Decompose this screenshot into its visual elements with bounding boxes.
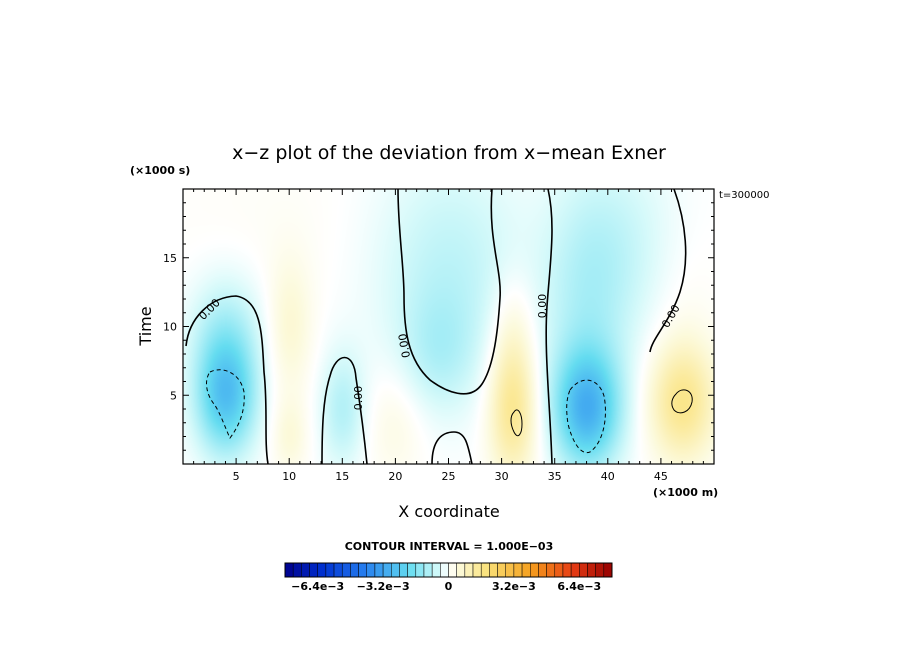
contour-interval-label: CONTOUR INTERVAL = 1.000E−03: [345, 540, 554, 553]
colorbar-swatch: [391, 562, 400, 578]
zero-contours: [185, 188, 693, 465]
pos-contour-center: [510, 409, 523, 437]
colorbar-swatch: [309, 562, 318, 578]
x-tick-label: 35: [548, 470, 562, 483]
colorbar-swatch: [440, 562, 449, 578]
x-tick-label: 5: [233, 470, 240, 483]
colorbar-swatch: [350, 562, 359, 578]
plot-area: 0.00 0.00 0.00 0.00 0.00 5 10 15 20 25 30 35 40…: [163, 188, 715, 483]
colorbar-swatch: [497, 562, 506, 578]
colorbar-swatch: [546, 562, 556, 578]
x-unit-label: (×1000 m): [653, 486, 718, 499]
colorbar-frame: [284, 562, 613, 578]
x-tick-label: 20: [388, 470, 402, 483]
zero-contour-right-center: [545, 188, 553, 465]
x-tick-label: 15: [335, 470, 349, 483]
y-tick-label: 15: [163, 252, 177, 265]
contour-label: 0.00: [536, 294, 549, 319]
colorbar-swatch: [317, 562, 327, 578]
pos-contour-right: [671, 389, 693, 414]
colorbar-swatch: [595, 562, 605, 578]
colorbar-swatch: [562, 562, 572, 578]
colorbar-swatch: [554, 562, 564, 578]
zero-contour-center-left: [321, 356, 368, 465]
colorbar-swatch: [399, 562, 408, 578]
colorbar-tick-label: −3.2e−3: [357, 580, 410, 593]
colorbar-swatch: [456, 562, 466, 578]
colorbar-swatch: [341, 562, 351, 578]
colorbar-swatch: [407, 562, 417, 578]
x-tick-label: 25: [442, 470, 456, 483]
neg-contour-right: [566, 379, 606, 454]
x-tick-label: 40: [601, 470, 615, 483]
chart-title: x−z plot of the deviation from x−mean Ex…: [232, 142, 666, 164]
colorbar-tick-labels: −6.4e−3 −3.2e−3 0 3.2e−3 6.4e−3: [291, 580, 601, 593]
colorbar-swatch: [587, 562, 596, 578]
colorbar: [284, 562, 613, 578]
contour-label: 0.00: [352, 386, 365, 411]
colorbar-swatch: [358, 562, 368, 578]
colorbar-swatch: [513, 562, 523, 578]
colorbar-swatch: [489, 562, 498, 578]
x-tick-label: 30: [495, 470, 509, 483]
colorbar-swatch: [521, 562, 531, 578]
y-unit-label: (×1000 s): [130, 164, 190, 177]
colorbar-swatch: [472, 562, 482, 578]
neg-contour-left: [206, 369, 245, 439]
colorbar-swatch: [464, 562, 474, 578]
axis-ticks: 5 10 15 20 25 30 35 40 45 5 10 15: [163, 189, 714, 483]
time-label: t=300000: [719, 190, 769, 201]
colorbar-swatch: [366, 562, 376, 578]
x-tick-label: 10: [282, 470, 296, 483]
colorbar-swatch: [505, 562, 515, 578]
x-axis-label: X coordinate: [398, 502, 499, 521]
colorbar-swatch: [333, 562, 343, 578]
colorbar-swatch: [423, 562, 433, 578]
colorbar-swatch: [292, 562, 302, 578]
zero-contour-left: [185, 295, 269, 465]
colorbar-swatch: [415, 562, 425, 578]
y-tick-label: 5: [170, 389, 177, 402]
zero-contour-trough: [397, 188, 501, 395]
y-axis-label: Time: [136, 306, 155, 346]
colorbar-tick-label: 6.4e−3: [557, 580, 601, 593]
colorbar-swatch: [530, 562, 539, 578]
colorbar-swatch: [382, 562, 392, 578]
colorbar-tick-label: 0: [445, 580, 453, 593]
colorbar-swatch: [579, 562, 588, 578]
colorbar-swatch: [448, 562, 457, 578]
colorbar-swatch: [570, 562, 580, 578]
zero-contour-right: [649, 188, 687, 353]
y-tick-label: 10: [163, 321, 177, 334]
x-tick-label: 45: [654, 470, 668, 483]
colorbar-swatch: [301, 562, 310, 578]
field-heatmap: [183, 189, 714, 464]
colorbar-tick-label: 3.2e−3: [492, 580, 536, 593]
colorbar-swatch: [538, 562, 547, 578]
colorbar-swatch: [374, 562, 384, 578]
colorbar-swatch: [325, 562, 335, 578]
colorbar-swatch: [603, 562, 613, 578]
colorbar-swatch: [284, 562, 294, 578]
colorbar-tick-label: −6.4e−3: [291, 580, 344, 593]
colorbar-swatch: [431, 562, 441, 578]
zero-contour-bump: [431, 431, 473, 465]
contour-label: 0.00: [396, 332, 413, 358]
colorbar-swatch: [480, 562, 490, 578]
